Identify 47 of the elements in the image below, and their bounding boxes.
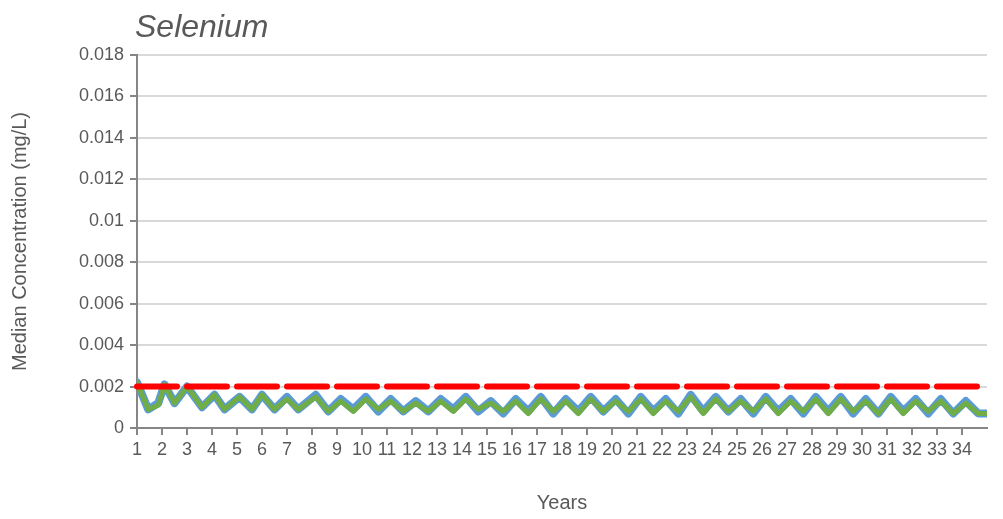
y-axis-title: Median Concentration (mg/L) (7, 111, 30, 372)
x-tick-label: 8 (306, 438, 318, 459)
x-tick-label: 5 (231, 438, 243, 459)
x-tick-label: 32 (901, 438, 923, 459)
x-tick-label: 23 (676, 438, 698, 459)
x-tick-label: 24 (701, 438, 723, 459)
x-tick-label: 19 (576, 438, 598, 459)
x-tick-label: 28 (801, 438, 823, 459)
x-tick-label: 12 (401, 438, 423, 459)
y-tick-label: 0.016 (78, 85, 124, 106)
x-tick-label: 25 (726, 438, 748, 459)
y-tick-label: 0.01 (88, 209, 124, 230)
x-tick-label: 10 (351, 438, 373, 459)
y-tick-label: 0.018 (78, 43, 124, 64)
x-tick-label: 9 (331, 438, 343, 459)
x-tick-label: 7 (281, 438, 293, 459)
x-tick-label: 1 (131, 438, 143, 459)
x-tick-label: 6 (256, 438, 268, 459)
y-tick-label: 0 (113, 416, 124, 437)
x-tick-label: 4 (206, 438, 218, 459)
x-tick-label: 11 (377, 438, 397, 459)
x-tick-label: 18 (551, 438, 573, 459)
x-tick-label: 33 (926, 438, 948, 459)
x-tick-label: 3 (181, 438, 193, 459)
x-tick-label: 15 (476, 438, 498, 459)
y-tick-label: 0.004 (78, 334, 124, 355)
chart-title: Selenium (135, 8, 269, 45)
x-tick-label: 16 (501, 438, 523, 459)
x-tick-label: 13 (426, 438, 448, 459)
x-tick-label: 34 (951, 438, 973, 459)
x-axis-title: Years (536, 490, 588, 513)
x-tick-label: 17 (526, 438, 548, 459)
y-tick-label: 0.014 (78, 126, 124, 147)
y-tick-label: 0.002 (78, 375, 124, 396)
x-tick-label: 26 (751, 438, 773, 459)
x-tick-label: 30 (851, 438, 873, 459)
y-tick-label: 0.006 (78, 292, 124, 313)
y-tick-label: 0.008 (78, 251, 124, 272)
x-tick-label: 27 (776, 438, 798, 459)
x-tick-label: 21 (626, 438, 648, 459)
x-tick-label: 14 (451, 438, 473, 459)
x-tick-label: 2 (156, 438, 168, 459)
y-tick-label: 0.012 (78, 168, 124, 189)
x-tick-label: 20 (601, 438, 623, 459)
x-tick-label: 29 (826, 438, 848, 459)
x-tick-label: 22 (651, 438, 673, 459)
x-tick-label: 31 (876, 438, 898, 459)
